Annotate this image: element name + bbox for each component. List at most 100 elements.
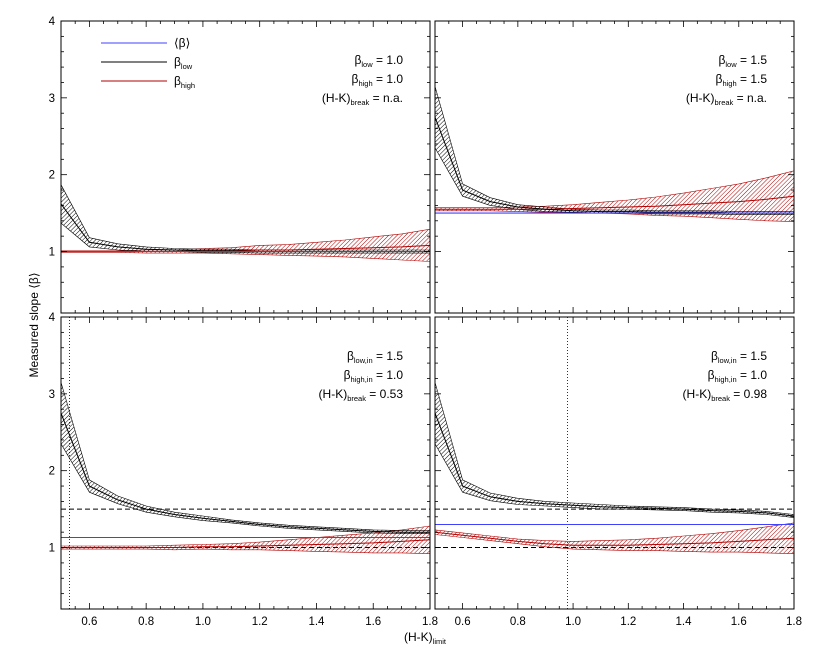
- annotation-value: = 1.5: [373, 349, 404, 363]
- y-tick-label: 2: [49, 170, 55, 182]
- panel-annotation: βhigh,in = 1.0: [708, 368, 768, 384]
- annotation-value: = 0.53: [366, 387, 403, 401]
- annotation-value: = 1.0: [373, 368, 404, 382]
- beta-low-error-band: [61, 382, 430, 534]
- panel-annotation: βlow = 1.5: [718, 53, 767, 69]
- annotation-subscript: high,in: [715, 375, 737, 384]
- x-tick-label: 0.8: [138, 616, 154, 628]
- annotation-symbol: β: [708, 368, 715, 382]
- annotation-value: = 1.0: [373, 72, 404, 86]
- beta-low-line: [435, 412, 794, 517]
- annotation-subscript: low: [725, 60, 737, 69]
- y-tick-label: 3: [49, 93, 55, 105]
- y-tick-label: 3: [49, 389, 55, 401]
- panel-annotation: (H-K)break = 0.53: [319, 387, 404, 403]
- beta-high-line: [435, 531, 794, 546]
- panel-annotation: βhigh = 1.0: [352, 72, 404, 88]
- x-tick-label: 0.8: [510, 616, 526, 628]
- panel-annotation: βlow = 1.0: [354, 53, 403, 69]
- annotation-value: = 1.0: [737, 368, 768, 382]
- annotation-symbol: β: [711, 349, 718, 363]
- annotation-subscript: high: [722, 79, 736, 88]
- beta-high-error-band: [61, 525, 430, 555]
- annotation-symbol: (H-K): [686, 91, 715, 105]
- x-tick-label: 1.6: [365, 616, 381, 628]
- x-tick-label: 1.0: [195, 616, 211, 628]
- annotation-value: = n.a.: [733, 91, 767, 105]
- panel-annotation: (H-K)break = n.a.: [322, 91, 403, 107]
- legend-label: ⟨β⟩: [174, 36, 190, 50]
- annotation-subscript: break: [715, 98, 734, 107]
- annotation-subscript: high,in: [351, 375, 373, 384]
- annotation-symbol: (H-K): [683, 387, 712, 401]
- panel-annotation: βlow,in = 1.5: [711, 349, 767, 365]
- annotation-value: = 1.5: [737, 349, 768, 363]
- x-axis-label-sub: limit: [433, 637, 447, 646]
- annotation-symbol: (H-K): [319, 387, 348, 401]
- plot-area: [435, 317, 794, 609]
- annotation-value: = 1.5: [737, 72, 768, 86]
- legend-symbol: β: [174, 55, 181, 69]
- x-tick-label: 1.2: [620, 616, 636, 628]
- legend-subscript: low: [181, 62, 193, 71]
- annotation-symbol: (H-K): [322, 91, 351, 105]
- x-tick-label: 0.6: [81, 616, 97, 628]
- annotation-subscript: break: [351, 98, 370, 107]
- x-tick-label: 1.8: [786, 616, 802, 628]
- legend-label: βhigh: [174, 74, 195, 90]
- annotation-symbol: β: [344, 368, 351, 382]
- legend-subscript: high: [181, 81, 195, 90]
- x-tick-label: 1.0: [565, 616, 581, 628]
- annotation-symbol: β: [352, 72, 359, 86]
- panel-annotation: βlow,in = 1.5: [347, 349, 403, 365]
- plot-area: [61, 184, 430, 262]
- annotation-symbol: β: [716, 72, 723, 86]
- y-axis-label: Measured slope ⟨β⟩: [27, 273, 41, 378]
- x-tick-label: 1.4: [676, 616, 693, 628]
- legend-symbol: β: [174, 74, 181, 88]
- annotation-subscript: low: [361, 60, 373, 69]
- annotation-value: = 0.98: [730, 387, 767, 401]
- legend-symbol: ⟨β⟩: [174, 36, 190, 50]
- annotation-subscript: break: [347, 394, 366, 403]
- annotation-subscript: high: [358, 79, 372, 88]
- plot-area: [435, 86, 794, 222]
- panel-top-right: βlow = 1.5 βhigh = 1.5 (H-K)break = n.a.: [434, 20, 795, 314]
- annotation-subscript: break: [711, 394, 730, 403]
- legend-label: βlow: [174, 55, 193, 71]
- y-tick-label: 1: [49, 543, 55, 555]
- x-axis-label-main: (H-K): [404, 630, 433, 644]
- x-axis-label: (H-K)limit: [404, 630, 447, 646]
- annotation-value: = 1.5: [737, 53, 768, 67]
- beta-high-line: [435, 195, 794, 210]
- beta-low-error-band: [435, 382, 794, 518]
- plot-area: [61, 317, 430, 609]
- x-tick-label: 1.4: [308, 616, 325, 628]
- y-tick-label: 1: [49, 247, 55, 259]
- x-tick-label: 0.6: [455, 616, 471, 628]
- x-tick-label: 1.2: [252, 616, 268, 628]
- beta-low-line: [61, 412, 430, 533]
- x-tick-label: 1.8: [422, 616, 438, 628]
- x-tick-label: 1.6: [731, 616, 747, 628]
- annotation-value: = n.a.: [369, 91, 403, 105]
- annotation-subscript: low,in: [354, 356, 373, 365]
- panel-annotation: (H-K)break = n.a.: [686, 91, 767, 107]
- beta-high-line: [61, 539, 430, 548]
- y-tick-label: 4: [49, 16, 56, 28]
- y-tick-label: 4: [49, 312, 56, 324]
- annotation-symbol: β: [347, 349, 354, 363]
- panel-annotation: (H-K)break = 0.98: [683, 387, 768, 403]
- y-tick-label: 2: [49, 466, 55, 478]
- annotation-value: = 1.0: [373, 53, 404, 67]
- panel-annotation: βhigh,in = 1.0: [344, 368, 404, 384]
- beta-high-error-band: [435, 522, 794, 555]
- annotation-symbol: β: [354, 53, 361, 67]
- annotation-subscript: low,in: [718, 356, 737, 365]
